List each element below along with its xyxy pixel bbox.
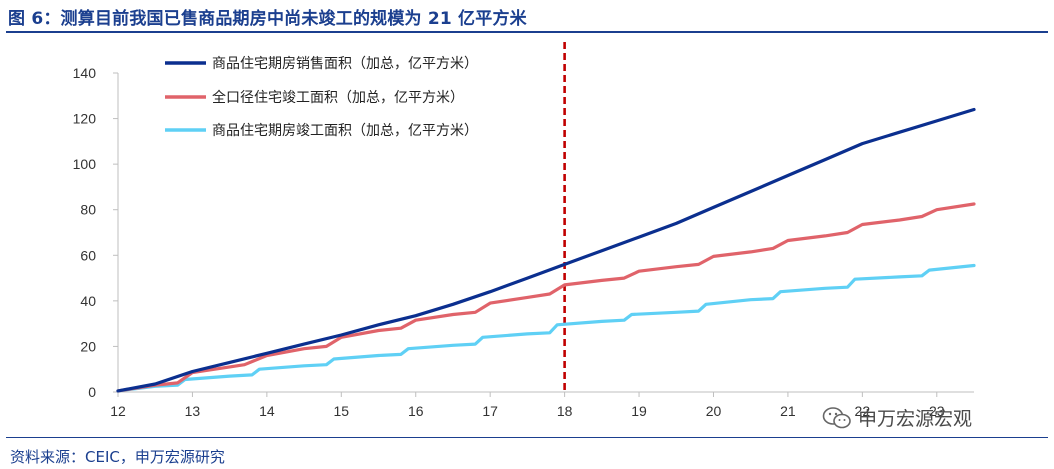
chart-legend: 商品住宅期房销售面积（加总，亿平方米） 全口径住宅竣工面积（加总，亿平方米） 商品住… (165, 56, 478, 139)
x-tick-label: 19 (631, 403, 647, 419)
y-tick-label: 80 (80, 202, 96, 218)
x-tick-label: 18 (557, 403, 573, 419)
x-tick-label: 13 (185, 403, 201, 419)
legend-label: 商品住宅期房销售面积（加总，亿平方米） (212, 56, 478, 72)
legend-label: 全口径住宅竣工面积（加总，亿平方米） (212, 89, 464, 106)
chart-series (116, 42, 976, 393)
x-tick-label: 17 (482, 403, 498, 419)
series-line-completion-all (116, 202, 976, 393)
y-tick-label: 140 (73, 65, 97, 81)
footer-divider (6, 437, 1048, 438)
y-tick-label: 100 (73, 156, 97, 172)
source-note: 资料来源：CEIC，申万宏源研究 (10, 448, 225, 466)
legend-label: 商品住宅期房竣工面积（加总，亿平方米） (212, 123, 478, 139)
x-tick-label: 15 (334, 403, 350, 419)
title-divider (6, 31, 1048, 33)
y-tick-label: 0 (88, 384, 96, 400)
y-tick-label: 20 (80, 338, 96, 354)
series-line-completion-presale (116, 263, 976, 393)
y-tick-label: 120 (73, 111, 97, 127)
series-line-sales (116, 107, 976, 393)
x-tick-label: 12 (110, 403, 126, 419)
chart-axes: 0 20 40 60 80 100 120 140 12 13 14 15 16 17 18 19 20 21 22… (73, 65, 974, 419)
wechat-icon (822, 406, 851, 428)
figure-title: 图 6：测算目前我国已售商品期房中尚未竣工的规模为 21 亿平方米 (8, 9, 527, 29)
x-tick-label: 16 (408, 403, 424, 419)
x-tick-label: 21 (780, 403, 796, 419)
watermark-text: 申万宏源宏观 (858, 408, 973, 430)
watermark: 申万宏源宏观 (822, 404, 972, 431)
y-tick-label: 40 (80, 293, 96, 309)
x-tick-label: 22 (855, 403, 871, 419)
x-tick-label: 23 (929, 403, 945, 419)
y-tick-label: 60 (80, 247, 96, 263)
x-tick-label: 20 (706, 403, 722, 419)
x-tick-label: 14 (259, 403, 275, 419)
